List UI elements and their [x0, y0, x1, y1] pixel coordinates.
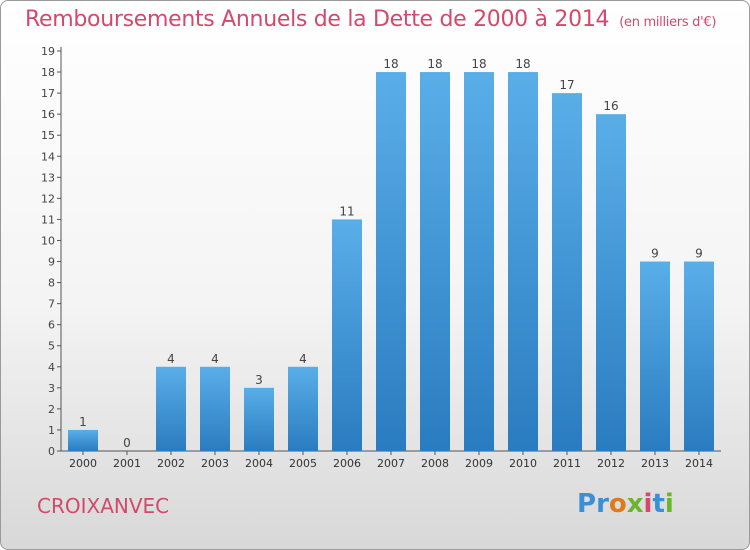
bar-2010 — [508, 72, 538, 451]
y-tick-label: 8 — [48, 277, 55, 290]
bar-2013 — [640, 261, 670, 451]
y-tick-label: 7 — [48, 298, 55, 311]
logo-letter: o — [608, 489, 627, 519]
x-tick-label: 2013 — [641, 457, 669, 470]
x-tick-label: 2010 — [509, 457, 537, 470]
proxiti-logo: Proxiti — [577, 489, 674, 519]
y-tick-label: 4 — [48, 361, 55, 374]
logo-letter: i — [643, 489, 653, 519]
x-tick-label: 2012 — [597, 457, 625, 470]
x-tick-label: 2001 — [113, 457, 141, 470]
y-tick-label: 6 — [48, 319, 55, 332]
value-label: 18 — [427, 57, 442, 71]
x-tick-label: 2008 — [421, 457, 449, 470]
y-tick-label: 2 — [48, 403, 55, 416]
bar-2011 — [552, 93, 582, 452]
chart-title: Remboursements Annuels de la Dette de 20… — [25, 7, 716, 32]
value-label: 1 — [79, 415, 87, 429]
value-label: 18 — [383, 57, 398, 71]
value-label: 16 — [603, 99, 618, 113]
value-label: 4 — [167, 352, 175, 366]
value-label: 17 — [559, 78, 574, 92]
value-label: 9 — [651, 247, 659, 261]
bar-2009 — [464, 72, 494, 451]
value-label: 3 — [255, 373, 263, 387]
y-tick-label: 11 — [41, 213, 55, 226]
bar-2004 — [244, 387, 274, 451]
y-tick-label: 18 — [41, 66, 55, 79]
x-tick-label: 2009 — [465, 457, 493, 470]
bar-2006 — [332, 219, 362, 451]
x-tick-label: 2005 — [289, 457, 317, 470]
y-tick-label: 12 — [41, 192, 55, 205]
y-tick-label: 1 — [48, 424, 55, 437]
y-tick-label: 16 — [41, 108, 55, 121]
bar-2005 — [288, 366, 318, 451]
y-tick-label: 0 — [48, 445, 55, 458]
bar-2007 — [376, 72, 406, 451]
x-tick-label: 2007 — [377, 457, 405, 470]
value-label: 4 — [299, 352, 307, 366]
x-tick-label: 2000 — [69, 457, 97, 470]
y-tick-label: 10 — [41, 234, 55, 247]
y-tick-label: 9 — [48, 256, 55, 269]
bar-2000 — [68, 429, 98, 451]
value-label: 9 — [695, 247, 703, 261]
y-tick-label: 17 — [41, 87, 55, 100]
value-label: 0 — [123, 436, 131, 450]
x-tick-label: 2004 — [245, 457, 273, 470]
value-label: 18 — [471, 57, 486, 71]
logo-letter: P — [577, 489, 597, 519]
x-tick-label: 2002 — [157, 457, 185, 470]
value-label: 18 — [515, 57, 530, 71]
logo-letter: x — [626, 489, 644, 519]
y-tick-label: 5 — [48, 340, 55, 353]
logo-letter: i — [664, 489, 674, 519]
bar-2012 — [596, 114, 626, 451]
y-tick-label: 19 — [41, 45, 55, 58]
bar-2008 — [420, 72, 450, 451]
value-label: 11 — [339, 204, 354, 218]
logo-letter: r — [596, 489, 609, 519]
x-tick-label: 2003 — [201, 457, 229, 470]
chart-title-text: Remboursements Annuels de la Dette de 20… — [25, 7, 610, 32]
commune-name: CROIXANVEC — [37, 494, 170, 518]
y-tick-label: 3 — [48, 382, 55, 395]
y-tick-label: 15 — [41, 129, 55, 142]
y-tick-label: 14 — [41, 150, 55, 163]
logo-letter: t — [652, 489, 665, 519]
x-tick-label: 2014 — [685, 457, 713, 470]
value-label: 4 — [211, 352, 219, 366]
chart-unit: (en milliers d'€) — [619, 15, 717, 30]
bar-2014 — [684, 261, 714, 451]
y-tick-label: 13 — [41, 171, 55, 184]
x-tick-label: 2006 — [333, 457, 361, 470]
bar-2002 — [156, 366, 186, 451]
bar-2003 — [200, 366, 230, 451]
x-tick-label: 2011 — [553, 457, 581, 470]
